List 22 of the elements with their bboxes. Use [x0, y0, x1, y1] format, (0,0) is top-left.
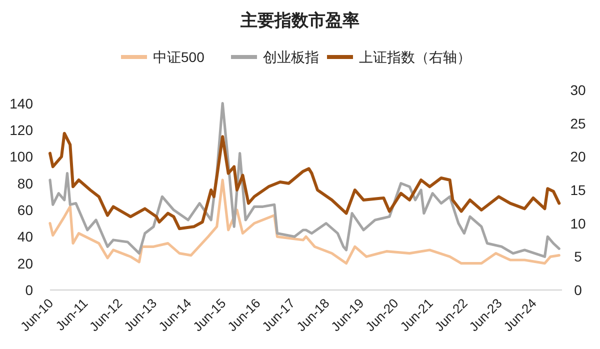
- chart-title: 主要指数市盈率: [240, 11, 360, 30]
- y2-tick-label: 5: [574, 248, 582, 265]
- y-tick-label: 0: [25, 282, 34, 298]
- legend-label: 上证指数（右轴）: [359, 49, 471, 65]
- legend-label: 中证500: [153, 49, 205, 65]
- y-tick-label: 80: [17, 175, 34, 192]
- y-tick-label: 60: [17, 202, 34, 218]
- legend-label: 创业板指: [263, 49, 319, 65]
- y2-tick-label: 30: [570, 82, 586, 98]
- y-tick-label: 100: [10, 148, 34, 165]
- line-series: [48, 178, 560, 265]
- y-tick-label: 40: [17, 228, 34, 245]
- y2-tick-label: 20: [570, 148, 586, 165]
- y2-tick-label: 10: [570, 215, 586, 232]
- y2-tick-label: 15: [570, 182, 586, 198]
- y2-tick-label: 25: [570, 115, 586, 132]
- y-tick-label: 140: [10, 95, 34, 112]
- line-series: [48, 102, 560, 258]
- y2-tick-label: 0: [574, 282, 582, 298]
- line-series: [48, 132, 561, 230]
- y-tick-label: 120: [10, 122, 34, 138]
- y-tick-label: 20: [17, 255, 34, 272]
